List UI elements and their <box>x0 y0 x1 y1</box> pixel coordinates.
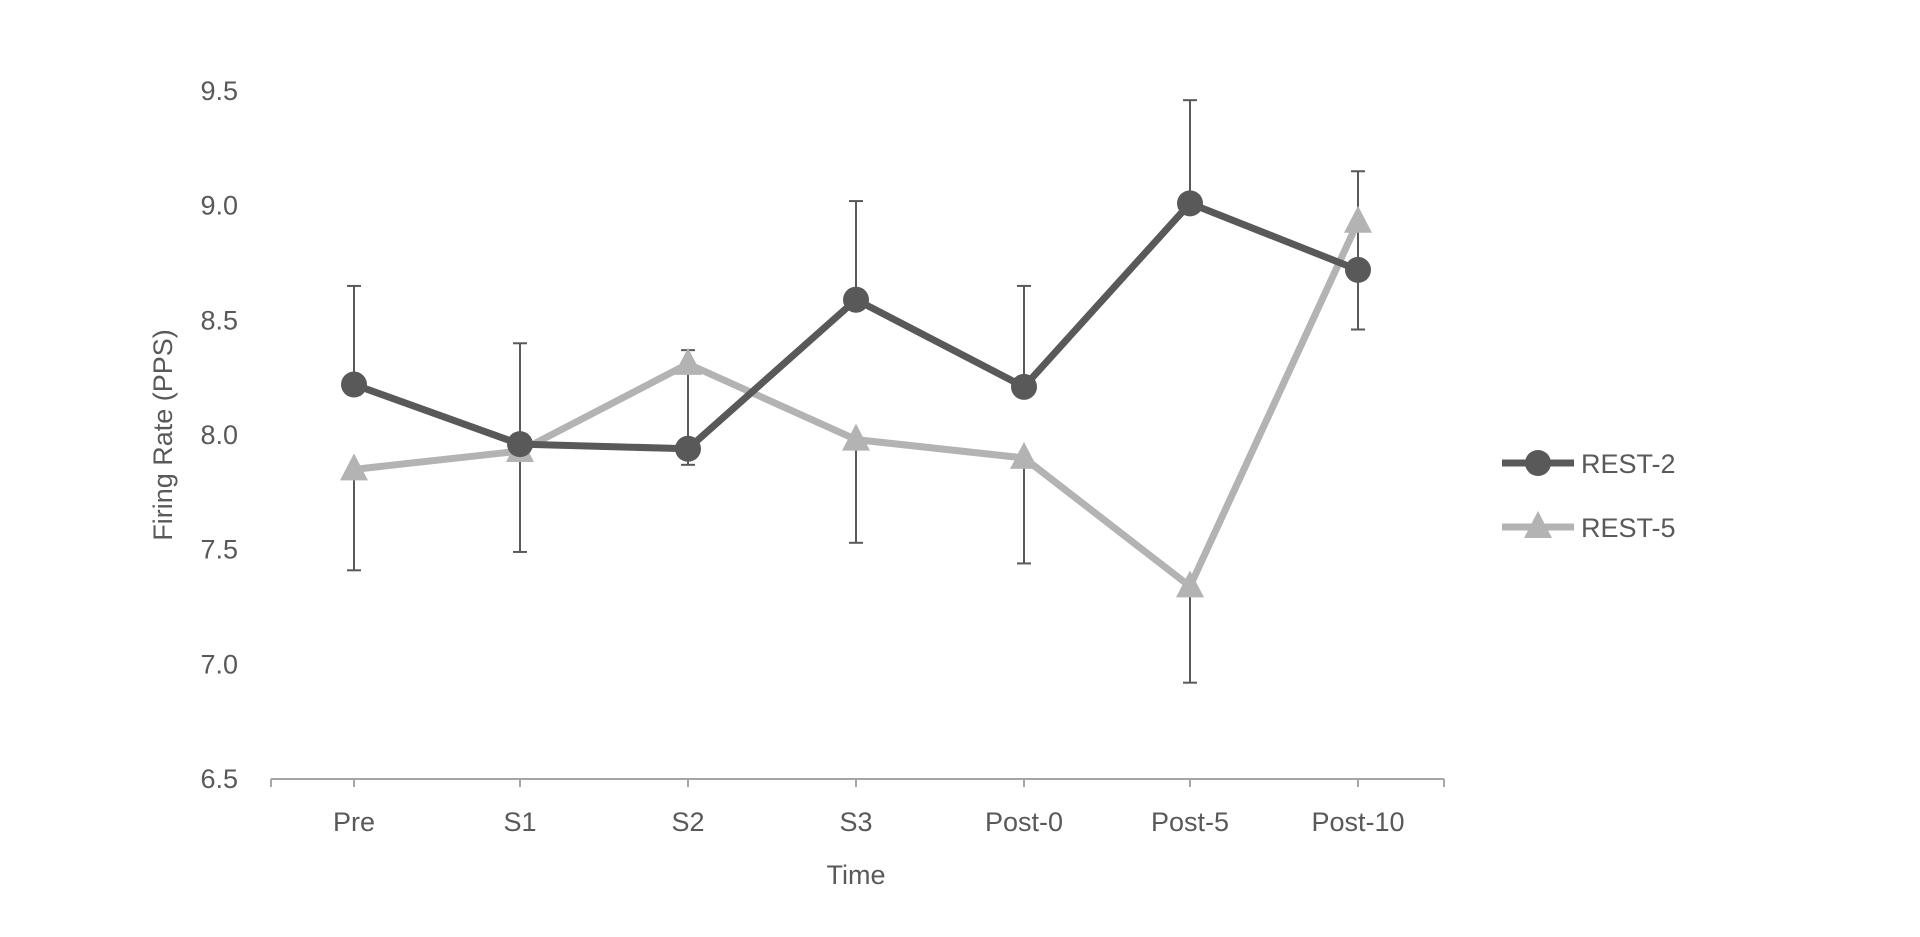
y-tick-labels: 6.5 7.0 7.5 8.0 8.5 9.0 9.5 <box>200 76 238 794</box>
error-bars <box>347 99 1365 684</box>
data-point-rest-5 <box>1176 570 1204 598</box>
data-point-rest-2 <box>507 431 533 458</box>
y-tick-label: 7.5 <box>200 535 238 565</box>
y-tick-label: 6.5 <box>200 764 238 794</box>
legend-marker <box>1525 450 1551 476</box>
legend: REST-2 REST-5 <box>1502 449 1676 543</box>
legend-label: REST-5 <box>1581 513 1676 543</box>
data-point-rest-5 <box>340 453 368 481</box>
x-tick-label: Post-5 <box>1151 807 1229 837</box>
x-tick-label: S1 <box>503 807 536 837</box>
data-point-rest-5 <box>674 347 702 375</box>
x-tick-label: Post-0 <box>985 807 1063 837</box>
data-point-rest-2 <box>1345 256 1371 283</box>
y-axis-title: Firing Rate (PPS) <box>148 329 178 541</box>
y-tick-label: 9.5 <box>200 76 238 106</box>
data-point-rest-5 <box>1344 205 1372 233</box>
x-tick-label: Post-10 <box>1311 807 1404 837</box>
x-tick-label: S2 <box>671 807 704 837</box>
legend-label: REST-2 <box>1581 449 1676 479</box>
x-ticks: Pre S1 S2 S3 Post-0 Post-5 Post-10 <box>270 779 1445 837</box>
data-point-rest-2 <box>1011 373 1037 400</box>
x-tick-label: S3 <box>839 807 872 837</box>
data-point-rest-2 <box>1177 190 1203 217</box>
legend-marker <box>1524 511 1552 538</box>
x-tick-label: Pre <box>333 807 375 837</box>
y-tick-label: 8.5 <box>200 305 238 335</box>
data-point-rest-2 <box>843 286 869 313</box>
series-lines <box>340 190 1372 598</box>
y-tick-label: 8.0 <box>200 420 238 450</box>
data-point-rest-5 <box>1010 441 1038 469</box>
x-axis-title: Time <box>827 860 886 890</box>
y-tick-label: 7.0 <box>200 649 238 679</box>
data-point-rest-2 <box>675 435 701 462</box>
y-tick-label: 9.0 <box>200 191 238 221</box>
data-point-rest-5 <box>842 423 870 451</box>
data-point-rest-2 <box>341 371 367 398</box>
